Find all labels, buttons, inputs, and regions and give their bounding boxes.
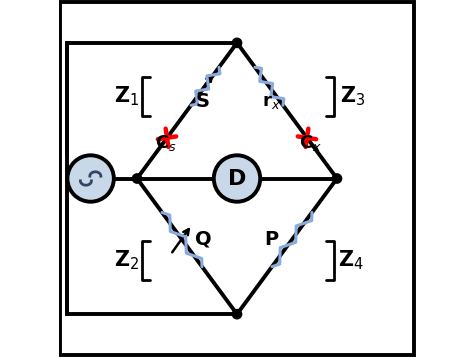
Text: D: D [228, 169, 246, 188]
Circle shape [214, 155, 260, 202]
Text: Z$_4$: Z$_4$ [338, 249, 364, 272]
Circle shape [232, 38, 242, 47]
Text: C$_x$: C$_x$ [299, 133, 322, 153]
Text: Z$_3$: Z$_3$ [340, 85, 366, 108]
Text: S: S [196, 92, 210, 111]
Text: Q: Q [195, 230, 211, 249]
Text: Z$_1$: Z$_1$ [114, 85, 139, 108]
Circle shape [132, 174, 142, 183]
Circle shape [232, 310, 242, 319]
Text: Z$_2$: Z$_2$ [114, 249, 139, 272]
Text: r$_x$: r$_x$ [262, 93, 280, 111]
Text: P: P [264, 230, 278, 249]
Circle shape [332, 174, 342, 183]
Text: C$_s$: C$_s$ [155, 133, 176, 153]
Circle shape [67, 155, 114, 202]
